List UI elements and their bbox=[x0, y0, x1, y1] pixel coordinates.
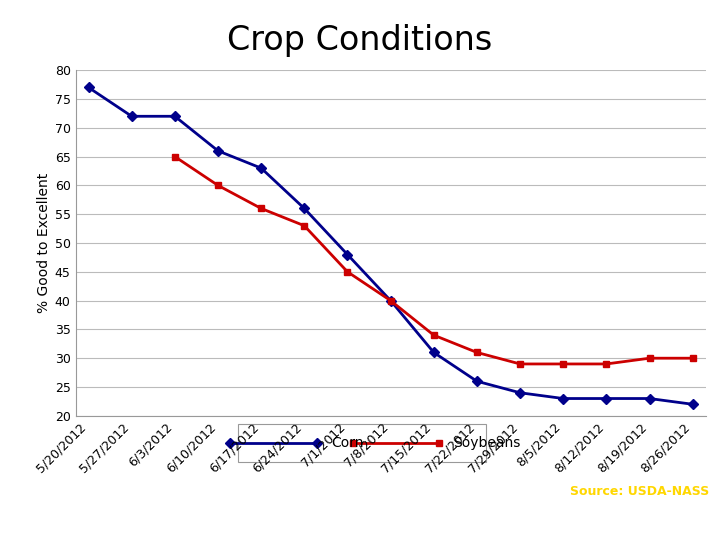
Text: Soybeans: Soybeans bbox=[454, 436, 521, 450]
Text: IOWA STATE UNIVERSITY: IOWA STATE UNIVERSITY bbox=[7, 485, 213, 500]
Text: Ag Decision Maker: Ag Decision Maker bbox=[564, 521, 709, 535]
Bar bbox=[238, 424, 486, 462]
Text: Extension and Outreach/Department of Economics: Extension and Outreach/Department of Eco… bbox=[7, 519, 272, 529]
Text: Source: USDA-NASS: Source: USDA-NASS bbox=[570, 485, 709, 498]
Text: Corn: Corn bbox=[331, 436, 364, 450]
Y-axis label: % Good to Excellent: % Good to Excellent bbox=[37, 173, 50, 313]
Text: Crop Conditions: Crop Conditions bbox=[228, 24, 492, 57]
